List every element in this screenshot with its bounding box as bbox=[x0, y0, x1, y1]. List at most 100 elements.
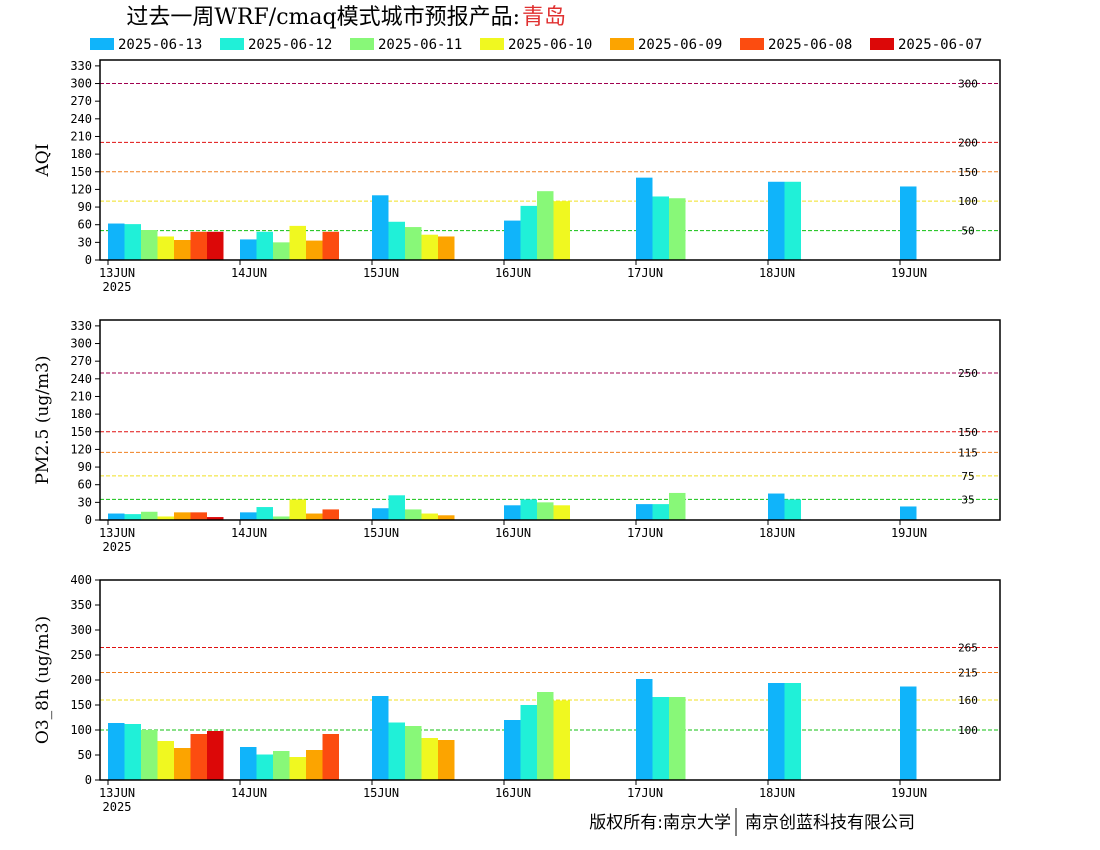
chart-panel: 300 200 150 100 50 0 30 60 90 120 150 180 210 240 270 3… bbox=[33, 59, 1001, 294]
bar bbox=[124, 224, 141, 260]
bar bbox=[636, 504, 653, 520]
bar bbox=[273, 751, 290, 780]
bar bbox=[207, 231, 224, 260]
y-tick-label: 60 bbox=[78, 218, 92, 232]
legend-swatch bbox=[480, 38, 504, 50]
bar bbox=[520, 499, 537, 520]
reference-line-label: 115 bbox=[958, 446, 978, 459]
bar bbox=[784, 683, 801, 780]
chart-panels: 3002001501005003060901201501802102402703… bbox=[33, 59, 1001, 814]
x-tick-label: 15JUN bbox=[363, 526, 399, 540]
y-tick-label: 180 bbox=[70, 407, 92, 421]
bar bbox=[553, 505, 570, 520]
legend-label: 2025-06-07 bbox=[898, 37, 982, 53]
reference-line-label: 200 bbox=[958, 136, 978, 149]
legend-label: 2025-06-09 bbox=[638, 37, 722, 53]
legend-swatch bbox=[220, 38, 244, 50]
bar bbox=[240, 747, 257, 780]
x-tick-label: 17JUN bbox=[627, 266, 663, 280]
x-tick-label: 14JUN bbox=[231, 266, 267, 280]
bar bbox=[322, 509, 339, 520]
reference-line-label: 100 bbox=[958, 724, 978, 737]
bar bbox=[190, 512, 207, 520]
y-tick-label: 30 bbox=[78, 235, 92, 249]
y-tick-label: 0 bbox=[85, 513, 92, 527]
bar bbox=[256, 231, 273, 260]
y-axis-title: O3_8h (ug/m3) bbox=[33, 616, 53, 744]
y-tick-label: 210 bbox=[70, 129, 92, 143]
plot-frame bbox=[99, 59, 1001, 261]
bar bbox=[537, 502, 554, 520]
legend-swatch bbox=[90, 38, 114, 50]
y-tick-label: 270 bbox=[70, 354, 92, 368]
bar bbox=[124, 514, 141, 520]
y-tick-label: 210 bbox=[70, 389, 92, 403]
legend-swatch bbox=[740, 38, 764, 50]
bar bbox=[273, 242, 290, 260]
y-tick-label: 60 bbox=[78, 478, 92, 492]
bar bbox=[652, 697, 669, 780]
bar bbox=[768, 181, 785, 260]
x-tick-label: 18JUN bbox=[759, 266, 795, 280]
x-tick-label: 13JUN bbox=[99, 526, 135, 540]
bar bbox=[108, 723, 125, 780]
reference-line-label: 250 bbox=[958, 367, 978, 380]
legend-label: 2025-06-11 bbox=[378, 37, 462, 53]
bar bbox=[322, 734, 339, 780]
bar bbox=[388, 722, 405, 780]
x-tick-label: 13JUN bbox=[99, 786, 135, 800]
y-tick-label: 300 bbox=[70, 623, 92, 637]
bar bbox=[207, 731, 224, 780]
bar bbox=[784, 181, 801, 260]
x-tick-label: 19JUN bbox=[891, 266, 927, 280]
legend-swatch bbox=[610, 38, 634, 50]
bar bbox=[768, 683, 785, 780]
y-tick-label: 90 bbox=[78, 200, 92, 214]
bar bbox=[141, 511, 158, 520]
bar bbox=[537, 692, 554, 780]
y-tick-label: 90 bbox=[78, 460, 92, 474]
x-year-label: 2025 bbox=[103, 800, 132, 814]
y-tick-label: 100 bbox=[70, 723, 92, 737]
bar bbox=[174, 748, 191, 780]
reference-line-label: 150 bbox=[958, 166, 978, 179]
legend-label: 2025-06-13 bbox=[118, 37, 202, 53]
legend-swatch bbox=[350, 38, 374, 50]
bar bbox=[388, 495, 405, 520]
reference-line-label: 75 bbox=[961, 470, 974, 483]
x-tick-label: 16JUN bbox=[495, 786, 531, 800]
bar bbox=[141, 730, 158, 780]
bar bbox=[372, 195, 389, 260]
x-year-label: 2025 bbox=[103, 280, 132, 294]
reference-line-label: 300 bbox=[958, 78, 978, 91]
bar bbox=[553, 201, 570, 260]
bar bbox=[124, 724, 141, 780]
bar bbox=[504, 220, 521, 260]
reference-line-label: 160 bbox=[958, 694, 978, 707]
chart-title-city: 青岛 bbox=[522, 5, 566, 30]
x-tick-label: 15JUN bbox=[363, 786, 399, 800]
y-tick-label: 150 bbox=[70, 698, 92, 712]
bar bbox=[504, 505, 521, 520]
x-tick-label: 16JUN bbox=[495, 266, 531, 280]
reference-line-label: 150 bbox=[958, 426, 978, 439]
bar bbox=[108, 223, 125, 260]
reference-line-label: 35 bbox=[961, 493, 974, 506]
bar bbox=[652, 504, 669, 520]
legend-swatch bbox=[870, 38, 894, 50]
x-year-label: 2025 bbox=[103, 540, 132, 554]
bar bbox=[240, 239, 257, 260]
y-tick-label: 30 bbox=[78, 495, 92, 509]
bar bbox=[174, 240, 191, 260]
bar bbox=[669, 697, 686, 780]
bar bbox=[289, 225, 306, 260]
bar bbox=[256, 507, 273, 520]
legend: 2025-06-13 2025-06-12 2025-06-11 2025-06-10… bbox=[90, 37, 982, 53]
y-tick-label: 240 bbox=[70, 372, 92, 386]
y-tick-label: 240 bbox=[70, 112, 92, 126]
bar bbox=[537, 191, 554, 260]
bar bbox=[306, 513, 323, 520]
reference-line-label: 100 bbox=[958, 195, 978, 208]
x-tick-label: 19JUN bbox=[891, 786, 927, 800]
bar bbox=[784, 499, 801, 520]
